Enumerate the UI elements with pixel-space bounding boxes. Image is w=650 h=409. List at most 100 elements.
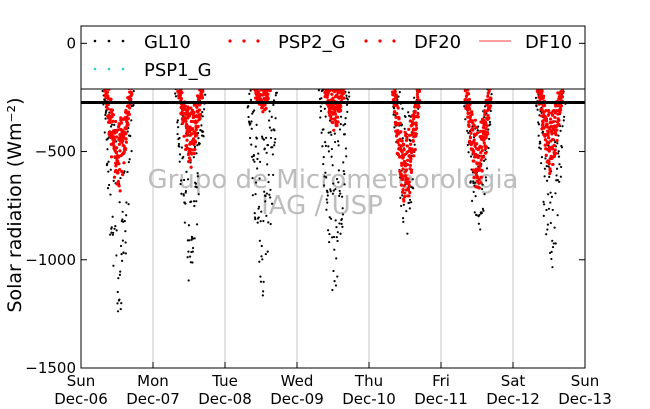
data-point	[196, 144, 199, 147]
data-point	[188, 140, 193, 144]
data-point	[333, 112, 337, 116]
data-point	[262, 138, 266, 141]
y-tick-label: −1000	[25, 251, 76, 269]
data-point	[560, 95, 565, 99]
data-point	[118, 201, 121, 204]
data-point	[399, 138, 403, 142]
data-point	[395, 112, 399, 116]
data-point	[553, 148, 557, 152]
data-point	[258, 92, 263, 97]
data-point	[332, 269, 335, 273]
data-point	[485, 116, 489, 121]
data-point	[464, 118, 467, 121]
data-point	[190, 200, 193, 203]
data-point	[401, 188, 405, 192]
data-point	[403, 161, 407, 165]
data-point	[112, 264, 115, 267]
data-point	[404, 174, 408, 178]
data-point	[480, 212, 483, 215]
data-point	[121, 173, 125, 177]
data-point	[106, 148, 109, 151]
data-point	[326, 92, 330, 97]
data-point	[109, 155, 114, 159]
data-point	[120, 259, 124, 263]
data-point	[341, 88, 345, 93]
data-point	[269, 196, 272, 199]
data-point	[265, 151, 268, 154]
data-point	[558, 108, 563, 112]
data-point	[416, 105, 420, 109]
data-point	[185, 170, 188, 173]
data-point	[126, 170, 129, 174]
data-point	[189, 147, 193, 152]
data-point	[336, 231, 339, 234]
data-point	[251, 194, 254, 197]
data-point	[199, 89, 203, 94]
data-point	[396, 140, 400, 144]
data-point	[323, 107, 326, 110]
data-point	[541, 121, 545, 125]
data-point	[343, 183, 346, 186]
data-point	[406, 194, 410, 198]
data-point	[470, 140, 474, 145]
data-point	[106, 162, 109, 165]
legend-box	[80, 25, 586, 90]
data-point	[555, 167, 559, 170]
data-point	[340, 222, 343, 225]
data-point	[399, 130, 403, 134]
data-point	[176, 119, 179, 122]
data-point	[548, 251, 552, 255]
data-point	[324, 144, 328, 147]
data-point	[333, 132, 336, 135]
data-point	[195, 119, 199, 124]
data-point	[193, 204, 196, 208]
data-point	[341, 195, 344, 198]
data-point	[326, 201, 329, 204]
data-point	[483, 192, 486, 196]
legend-label-df20: DF20	[414, 32, 461, 53]
data-point	[104, 111, 107, 114]
data-point	[108, 111, 111, 114]
data-point	[186, 256, 189, 259]
data-point	[339, 122, 342, 126]
data-point	[400, 163, 404, 167]
data-point	[488, 106, 492, 111]
data-point	[183, 221, 186, 224]
data-point	[547, 108, 551, 113]
data-point	[122, 150, 126, 154]
data-point	[401, 177, 405, 181]
data-point	[112, 144, 116, 148]
data-point	[187, 156, 192, 160]
data-point	[469, 118, 473, 123]
data-point	[554, 109, 559, 113]
x-tick-label-day: Thu	[354, 372, 383, 390]
data-point	[552, 108, 556, 113]
data-point	[104, 96, 108, 100]
data-point	[537, 123, 541, 126]
data-point	[549, 191, 552, 194]
data-point	[329, 190, 332, 193]
data-point	[197, 131, 200, 135]
data-point	[192, 103, 196, 107]
data-point	[479, 175, 483, 179]
data-point	[324, 171, 327, 174]
data-point	[556, 178, 559, 182]
data-point	[112, 179, 115, 182]
data-point	[336, 275, 339, 278]
data-point	[266, 92, 270, 96]
data-point	[484, 176, 487, 179]
data-point	[403, 127, 406, 130]
data-point	[478, 213, 481, 217]
data-point	[414, 123, 418, 127]
data-point	[551, 137, 555, 142]
data-point	[325, 198, 328, 201]
data-point	[405, 136, 409, 140]
data-point	[118, 298, 121, 301]
data-point	[180, 179, 183, 182]
data-point	[124, 230, 127, 233]
data-point	[551, 245, 555, 249]
data-point	[336, 239, 339, 243]
data-point	[247, 105, 250, 108]
data-point	[201, 115, 204, 118]
data-point	[264, 194, 267, 198]
